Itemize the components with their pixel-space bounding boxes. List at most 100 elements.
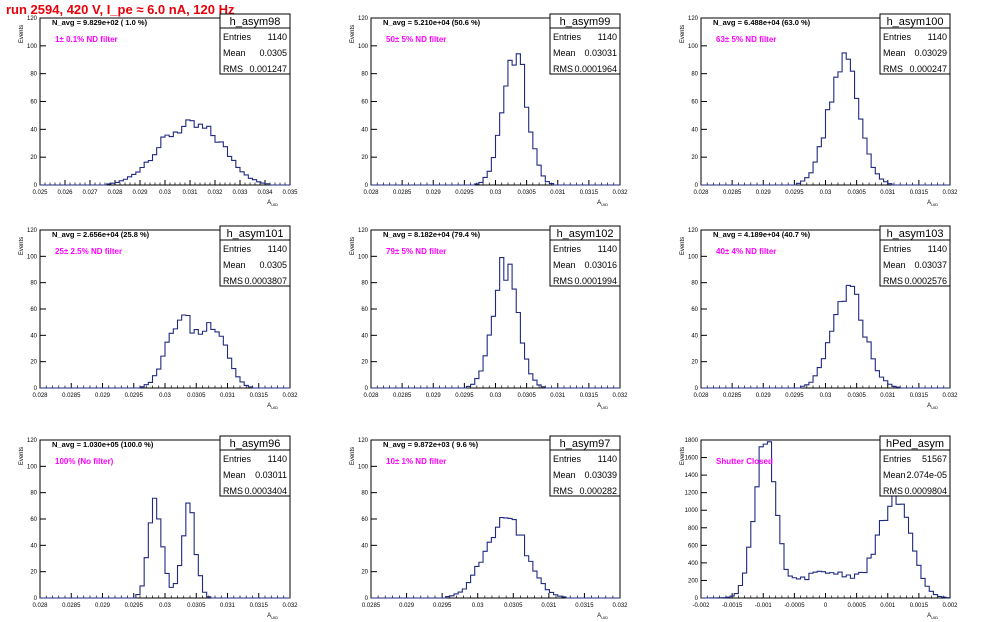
y-tick-label: 1600 (685, 456, 699, 462)
x-tick-label: 0.032 (612, 393, 628, 399)
stats-entries-label: Entries (223, 244, 252, 254)
stats-mean-value: 0.03039 (584, 470, 617, 480)
stats-rms-label: RMS (883, 64, 903, 74)
y-tick-label: 20 (691, 360, 698, 366)
stats-box (549, 225, 621, 287)
histogram-title: hPed_asym (886, 438, 944, 450)
stats-rms-value: 0.0001964 (574, 64, 617, 74)
stats-entries-label: Entries (553, 244, 582, 254)
y-tick-label: 80 (30, 281, 37, 287)
x-tick-label: 0.032 (282, 393, 298, 399)
y-tick-label: 800 (688, 526, 699, 532)
y-tick-label: 80 (691, 281, 698, 287)
stats-rms-label: RMS (223, 276, 243, 286)
histogram-panel-h_asym102: 0.028 0.0285 0.029 0.0295 0.03 0.0305 0.031 0.0… (350, 225, 628, 410)
histogram-panel-h_asym98: 0.025 0.026 0.027 0.028 0.029 0.03 0.031 0.032 0… (19, 13, 298, 207)
stats-box (879, 13, 951, 75)
stats-mean-value: 0.03011 (255, 470, 287, 480)
histogram-title: h_asym100 (887, 16, 944, 28)
x-tick-label: 0.0305 (187, 393, 206, 399)
x-axis-title-main: A (267, 613, 271, 619)
stats-rms-label: RMS (223, 486, 243, 496)
y-axis-title: Events (350, 237, 356, 255)
histogram-panel-h_asym99: 0.028 0.0285 0.029 0.0295 0.03 0.0305 0.031 0.0… (350, 13, 628, 207)
filter-annotation: 40± 4% ND filter (716, 247, 776, 256)
stats-rms-value: 0.0003807 (244, 276, 287, 286)
navg-label: N_avg = 9.829e+02 ( 1.0 %) (52, 18, 148, 27)
y-tick-label: 120 (688, 16, 699, 22)
histogram-line (40, 314, 290, 389)
x-tick-label: 0.03 (472, 603, 484, 609)
stats-box (219, 435, 291, 497)
y-tick-label: 60 (30, 100, 37, 106)
x-tick-label: 0.026 (57, 190, 73, 196)
y-tick-label: 0 (695, 183, 699, 189)
x-tick-label: 0.0315 (910, 190, 929, 196)
x-axis-title-sub: UID (601, 405, 608, 410)
y-tick-label: 60 (691, 307, 698, 313)
histogram-line (40, 497, 290, 599)
x-axis-title: AUID (927, 613, 938, 620)
histogram-panel-h_asym103: 0.028 0.0285 0.029 0.0295 0.03 0.0305 0.031 0.0… (680, 225, 958, 410)
y-tick-label: 20 (30, 155, 37, 161)
x-axis-title: AUID (927, 200, 938, 207)
filter-annotation: 63± 5% ND filter (716, 35, 776, 44)
stats-rms-label: RMS (223, 64, 243, 74)
x-tick-label: 0.028 (32, 393, 48, 399)
y-tick-label: 80 (361, 72, 368, 78)
y-tick-label: 120 (27, 228, 38, 234)
histogram-title: h_asym99 (560, 16, 611, 28)
y-tick-label: 40 (361, 543, 368, 549)
x-tick-label: 0.0305 (187, 603, 206, 609)
x-axis-title-main: A (927, 613, 931, 619)
x-tick-label: 0.032 (612, 190, 628, 196)
x-tick-label: 0.0295 (785, 190, 804, 196)
stats-entries-value: 1140 (928, 244, 947, 254)
navg-label: N_avg = 6.488e+04 (63.0 %) (713, 18, 811, 27)
stats-rms-value: 0.0009804 (904, 486, 947, 496)
x-tick-label: 0.0285 (362, 603, 381, 609)
histogram-line (371, 256, 620, 389)
y-tick-label: 100 (358, 254, 369, 260)
x-tick-label: 0.029 (95, 603, 111, 609)
navg-label: N_avg = 4.189e+04 (40.7 %) (713, 230, 811, 239)
x-tick-label: 0.0285 (62, 393, 81, 399)
stats-rms-value: 0.0002576 (904, 276, 947, 286)
x-tick-label: 0.028 (363, 190, 379, 196)
stats-box (219, 13, 291, 75)
filter-annotation: 79± 5% ND filter (386, 247, 446, 256)
y-tick-label: 80 (361, 491, 368, 497)
navg-label: N_avg = 5.210e+04 (50.6 %) (383, 18, 481, 27)
histogram-title: h_asym101 (227, 228, 284, 240)
y-tick-label: 40 (361, 333, 368, 339)
histogram-line (371, 516, 620, 599)
y-tick-label: 100 (358, 464, 369, 470)
stats-rms-label: RMS (553, 64, 573, 74)
x-tick-label: 0.03 (159, 393, 171, 399)
x-axis-title-sub: UID (931, 615, 938, 620)
x-tick-label: 0.03 (820, 393, 832, 399)
stats-entries-value: 51567 (922, 454, 947, 464)
stats-rms-value: 0.0001994 (574, 276, 617, 286)
x-tick-label: 0.025 (32, 190, 48, 196)
x-tick-label: -0.0005 (784, 603, 805, 609)
x-tick-label: -0.001 (755, 603, 773, 609)
x-tick-label: 0.029 (399, 603, 415, 609)
x-tick-label: 0.002 (942, 603, 958, 609)
x-axis-title: AUID (267, 613, 278, 620)
y-tick-label: 100 (688, 44, 699, 50)
y-tick-label: 60 (361, 100, 368, 106)
stats-entries-value: 1140 (598, 32, 617, 42)
stats-rms-label: RMS (883, 486, 903, 496)
y-tick-label: 120 (358, 438, 369, 444)
x-axis-title-main: A (597, 403, 601, 409)
stats-mean-label: Mean (883, 260, 906, 270)
stats-mean-label: Mean (553, 470, 576, 480)
y-tick-label: 20 (691, 155, 698, 161)
stats-rms-label: RMS (553, 486, 573, 496)
filter-annotation: 25± 2.5% ND filter (55, 247, 122, 256)
y-tick-label: 20 (30, 570, 37, 576)
y-axis-title: Events (19, 447, 25, 465)
y-tick-label: 60 (30, 517, 37, 523)
x-tick-label: 0.0295 (455, 190, 474, 196)
